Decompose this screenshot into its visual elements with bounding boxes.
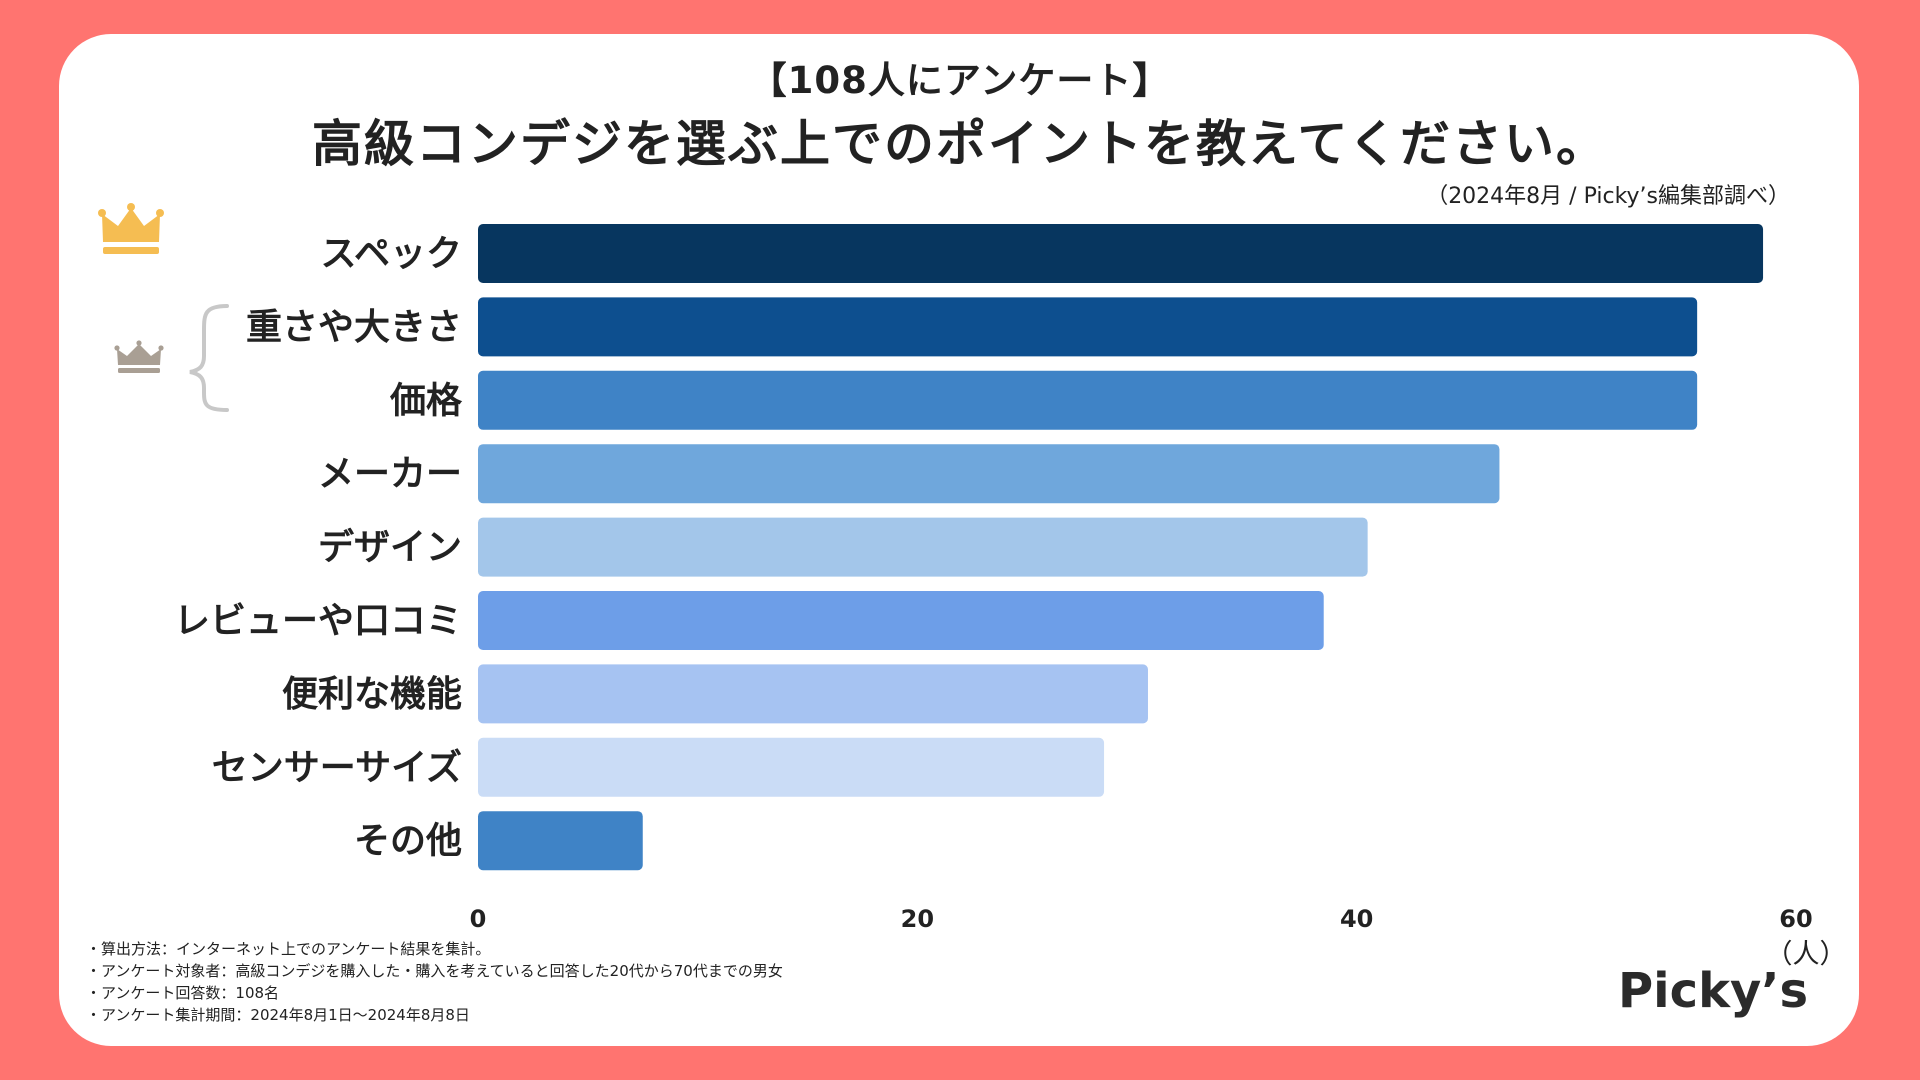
category-label: その他 xyxy=(354,821,462,862)
x-tick-label: 60 xyxy=(1779,905,1812,933)
note-period: ・アンケート集計期間：2024年8月1日〜2024年8月8日 xyxy=(86,1006,470,1024)
category-label: センサーサイズ xyxy=(212,746,462,788)
x-axis-unit-label: （人） xyxy=(1766,939,1847,970)
bar xyxy=(478,811,643,871)
category-label: レビューや口コミ xyxy=(174,601,462,642)
category-label: メーカー xyxy=(318,454,462,495)
category-label: デザイン xyxy=(318,526,462,568)
x-tick-label: 0 xyxy=(470,905,487,933)
bar xyxy=(478,370,1698,430)
chart-subtitle: 【108人にアンケート】 xyxy=(749,59,1171,102)
category-label: 便利な機能 xyxy=(282,674,462,715)
note-count: ・アンケート回答数：108名 xyxy=(86,984,280,1002)
chart-source: （2024年8月 / Picky’s編集部調べ） xyxy=(1426,184,1790,209)
brand-logo: Picky’s xyxy=(1618,963,1809,1019)
x-tick-label: 40 xyxy=(1340,905,1373,933)
note-method: ・算出方法：インターネット上でのアンケート結果を集計。 xyxy=(86,940,491,958)
bar xyxy=(478,444,1500,504)
gold-crown-icon xyxy=(98,203,164,254)
category-label: スペック xyxy=(321,234,462,275)
tie-brace xyxy=(189,304,229,412)
category-label: 重さや大きさ xyxy=(246,307,462,348)
category-label: 価格 xyxy=(389,380,463,421)
silver-crown-icon xyxy=(114,340,164,373)
bar xyxy=(478,737,1105,797)
bar xyxy=(478,297,1698,357)
x-tick-label: 20 xyxy=(901,905,934,933)
note-target: ・アンケート対象者：高級コンデジを購入した・購入を考えていると回答した20代から… xyxy=(86,962,783,980)
bar xyxy=(478,224,1764,283)
chart-title: 高級コンデジを選ぶ上でのポイントを教えてください。 xyxy=(312,115,1608,173)
bar xyxy=(478,591,1324,650)
survey-notes: ・算出方法：インターネット上でのアンケート結果を集計。 ・アンケート対象者：高級… xyxy=(86,938,783,1026)
bar xyxy=(478,664,1148,724)
bar xyxy=(478,517,1368,577)
